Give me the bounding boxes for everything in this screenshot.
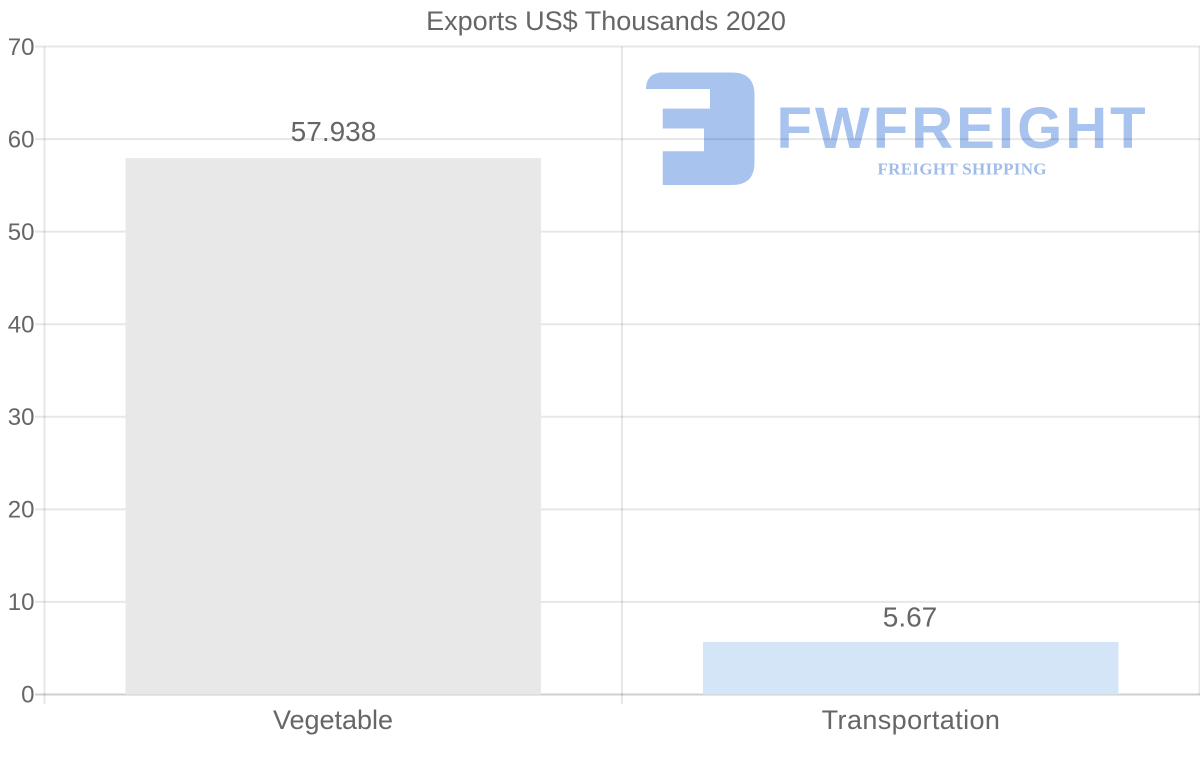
- svg-text:Exports US$ Thousands 2020: Exports US$ Thousands 2020: [426, 6, 786, 36]
- svg-text:5.67: 5.67: [883, 602, 938, 633]
- svg-text:0: 0: [21, 682, 34, 709]
- svg-text:50: 50: [8, 219, 35, 246]
- svg-text:10: 10: [8, 589, 35, 616]
- svg-text:FREIGHT SHIPPING: FREIGHT SHIPPING: [878, 160, 1047, 179]
- svg-text:30: 30: [8, 404, 35, 431]
- svg-text:FWFREIGHT: FWFREIGHT: [777, 96, 1149, 161]
- svg-text:40: 40: [8, 312, 35, 339]
- svg-text:57.938: 57.938: [291, 116, 377, 147]
- svg-text:20: 20: [8, 497, 35, 524]
- svg-text:Vegetable: Vegetable: [273, 705, 393, 735]
- svg-text:Transportation: Transportation: [822, 705, 1001, 735]
- svg-text:70: 70: [8, 34, 35, 61]
- svg-text:60: 60: [8, 127, 35, 154]
